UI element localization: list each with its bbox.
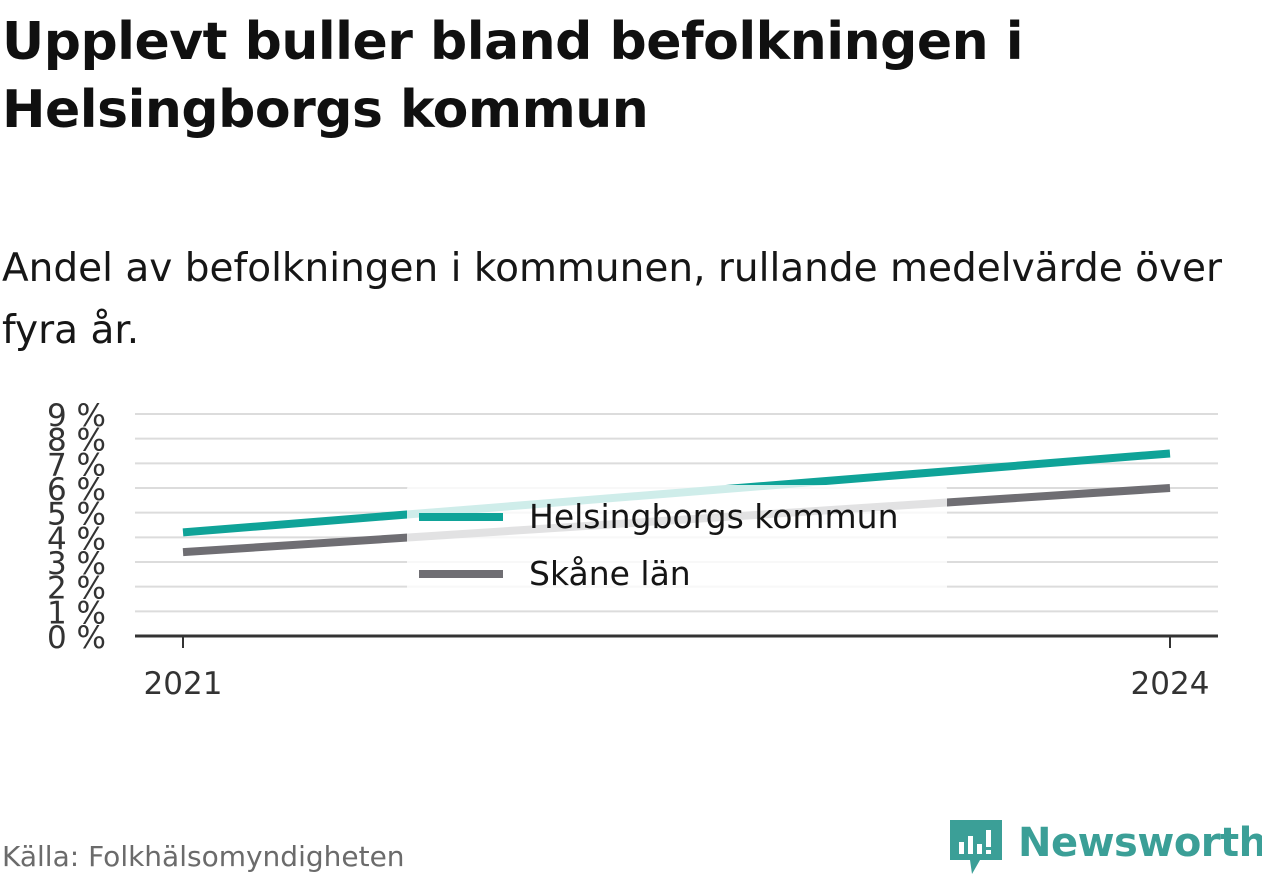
x-axis-ticks: 2021 2024: [144, 636, 1210, 702]
y-tick-label: 0 %: [47, 620, 106, 656]
y-tick-label: 5 %: [47, 497, 106, 533]
y-tick-label: 2 %: [47, 571, 106, 607]
newsworthy-logo: Newsworthy: [950, 818, 1262, 878]
legend-box: [407, 485, 947, 610]
y-tick-label: 1 %: [47, 595, 106, 631]
y-tick-label: 8 %: [47, 423, 106, 459]
line-chart: 0 %1 %2 %3 %4 %5 %6 %7 %8 %9 % 2021 2024 …: [47, 398, 1218, 702]
y-tick-label: 7 %: [47, 447, 106, 483]
newsworthy-logo-icon: [950, 820, 1002, 874]
legend: Helsingborgs kommun Skåne län: [407, 485, 947, 610]
chart-title: Upplevt buller bland befolkningen i Hels…: [2, 12, 1024, 140]
y-axis-ticks: 0 %1 %2 %3 %4 %5 %6 %7 %8 %9 %: [47, 398, 106, 656]
y-tick-label: 9 %: [47, 398, 106, 434]
chart-subtitle: Andel av befolkningen i kommunen, rullan…: [2, 246, 1223, 353]
y-tick-label: 6 %: [47, 472, 106, 508]
legend-label: Helsingborgs kommun: [529, 497, 899, 536]
y-tick-label: 3 %: [47, 546, 106, 582]
source-note: Källa: Folkhälsomyndigheten: [2, 840, 405, 873]
x-tick-label: 2024: [1131, 666, 1210, 702]
legend-label: Skåne län: [529, 554, 691, 593]
y-tick-label: 4 %: [47, 521, 106, 557]
x-tick-label: 2021: [144, 666, 223, 702]
newsworthy-logo-text: Newsworthy: [1018, 820, 1262, 866]
